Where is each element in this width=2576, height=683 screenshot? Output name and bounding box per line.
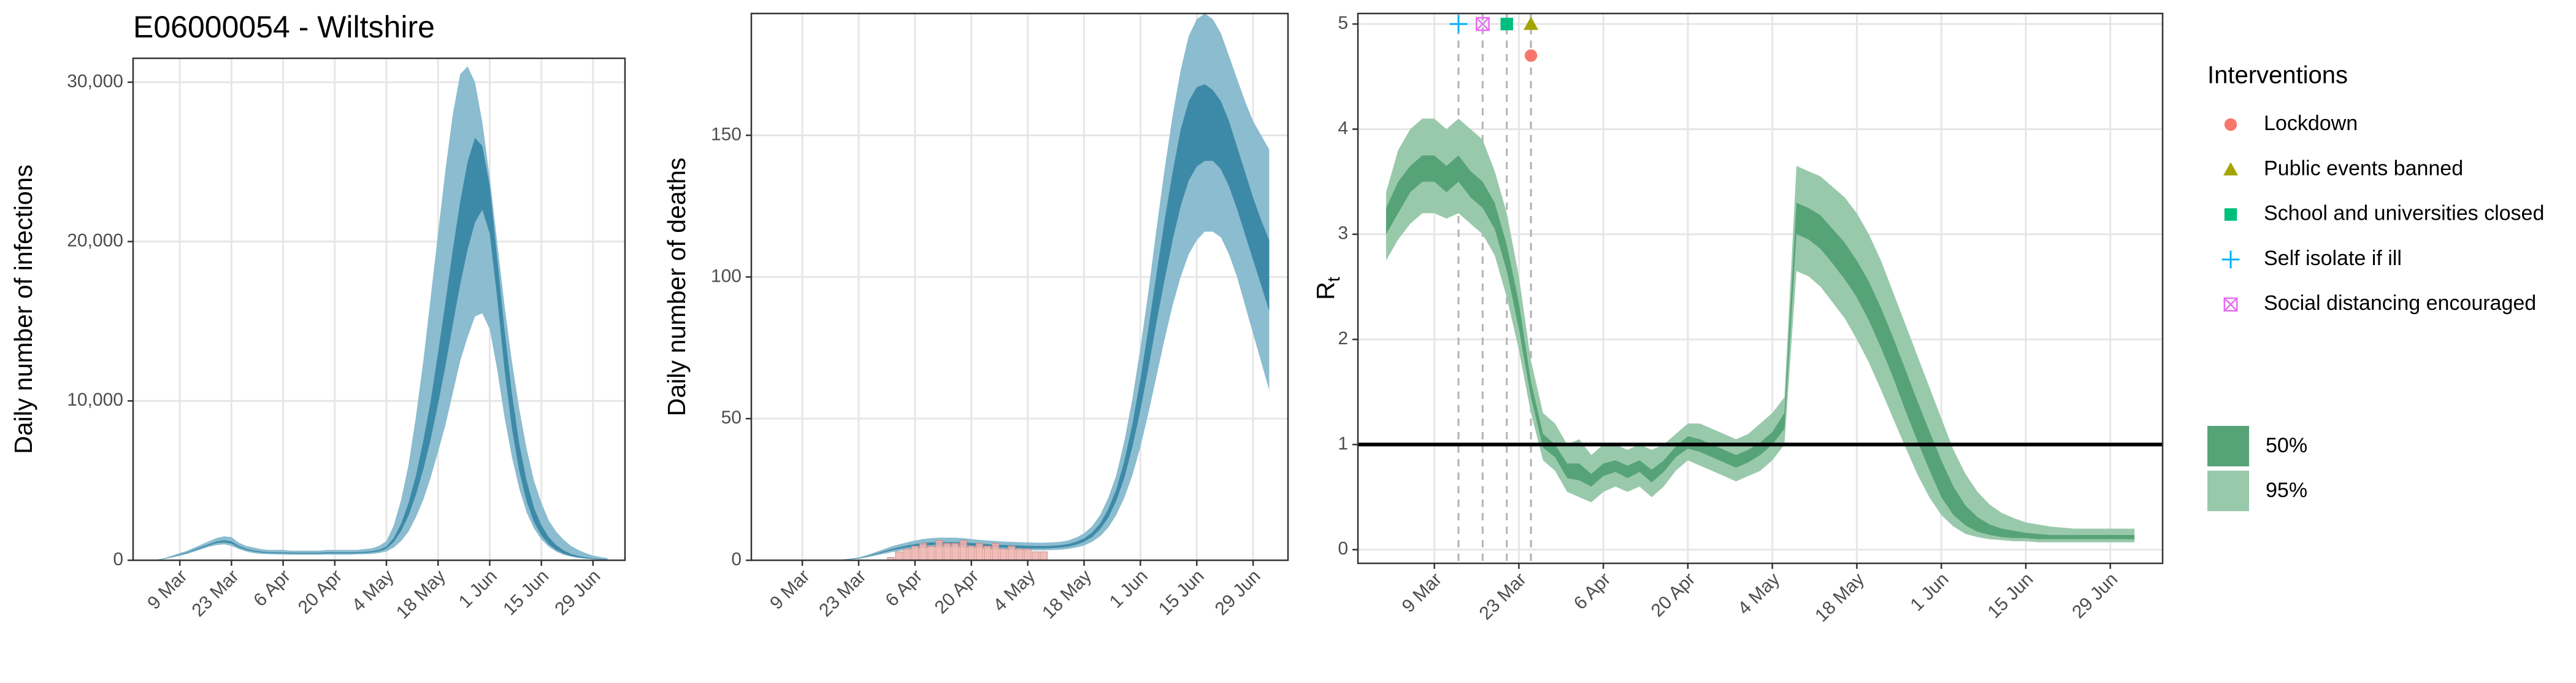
legend-label: 50% xyxy=(2266,434,2307,457)
y-axis-title-main: R xyxy=(1311,282,1340,300)
band xyxy=(1386,118,2135,542)
legend-symbol xyxy=(2223,297,2238,312)
legend-label: School and universities closed xyxy=(2264,202,2544,225)
plot-background xyxy=(1358,14,2163,563)
legend-symbol xyxy=(2224,208,2237,221)
bar xyxy=(983,546,992,561)
y-tick-label: 150 xyxy=(711,124,742,144)
legend-label: Public events banned xyxy=(2264,156,2463,180)
bar xyxy=(919,542,927,561)
plot-border xyxy=(750,12,1289,561)
intervention-marker xyxy=(1524,49,1538,62)
bar xyxy=(943,542,951,561)
y-tick-label: 5 xyxy=(1338,13,1348,33)
band xyxy=(770,84,1270,560)
bar xyxy=(911,546,919,561)
y-tick-label: 2 xyxy=(1338,328,1348,349)
bar xyxy=(967,546,975,561)
bar xyxy=(1040,551,1048,561)
y-axis-title-main: Daily number of deaths xyxy=(662,158,691,417)
bar xyxy=(927,546,935,561)
legend-label: Lockdown xyxy=(2264,112,2358,135)
y-axis-title: Rt xyxy=(1311,277,1344,300)
y-tick-label: 100 xyxy=(711,266,742,286)
y-tick-label: 3 xyxy=(1338,223,1348,244)
y-axis-title: Daily number of deaths xyxy=(662,158,691,417)
legend-swatch xyxy=(2207,471,2249,511)
intervention-marker xyxy=(1449,15,1468,33)
legend-swatch xyxy=(2207,426,2249,466)
y-tick-label: 0 xyxy=(113,549,123,569)
legend-label: Social distancing encouraged xyxy=(2264,291,2536,315)
y-tick-label: 0 xyxy=(731,549,742,569)
intervention-marker xyxy=(1524,17,1539,30)
legend-symbol xyxy=(2223,162,2238,176)
bar xyxy=(959,540,967,561)
legend-label: 95% xyxy=(2266,479,2307,502)
plot-background xyxy=(133,58,625,560)
intervention-marker xyxy=(1475,17,1490,31)
legend-symbol xyxy=(2224,118,2237,131)
bar xyxy=(895,551,903,561)
bar xyxy=(1024,549,1032,561)
bar xyxy=(975,542,983,561)
y-tick-label: 30,000 xyxy=(67,71,123,91)
band xyxy=(770,14,1270,560)
bar xyxy=(1032,551,1040,561)
band xyxy=(150,137,608,561)
bar xyxy=(935,540,943,561)
bar xyxy=(903,549,911,561)
y-tick-label: 4 xyxy=(1338,118,1348,138)
y-axis-title: Daily number of infections xyxy=(9,164,37,454)
y-tick-label: 1 xyxy=(1338,433,1348,453)
plot-border xyxy=(132,57,626,561)
intervention-marker xyxy=(1500,17,1513,31)
bar xyxy=(1016,549,1024,561)
legend-label: Self isolate if ill xyxy=(2264,247,2402,270)
y-axis-title-sub: t xyxy=(1324,277,1344,282)
y-tick-label: 20,000 xyxy=(67,231,123,251)
y-axis-title-main: Daily number of infections xyxy=(9,164,37,454)
y-tick-label: 50 xyxy=(721,407,742,428)
bar xyxy=(1000,549,1008,561)
legend-symbol xyxy=(2221,250,2240,269)
chart-title: E06000054 - Wiltshire xyxy=(133,10,435,44)
y-tick-label: 10,000 xyxy=(67,390,123,410)
bar xyxy=(992,542,1000,561)
bar xyxy=(1008,546,1016,561)
y-tick-label: 0 xyxy=(1338,539,1348,559)
bar xyxy=(951,542,959,561)
plot-border xyxy=(1357,12,2164,565)
legend-title: Interventions xyxy=(2207,62,2348,89)
